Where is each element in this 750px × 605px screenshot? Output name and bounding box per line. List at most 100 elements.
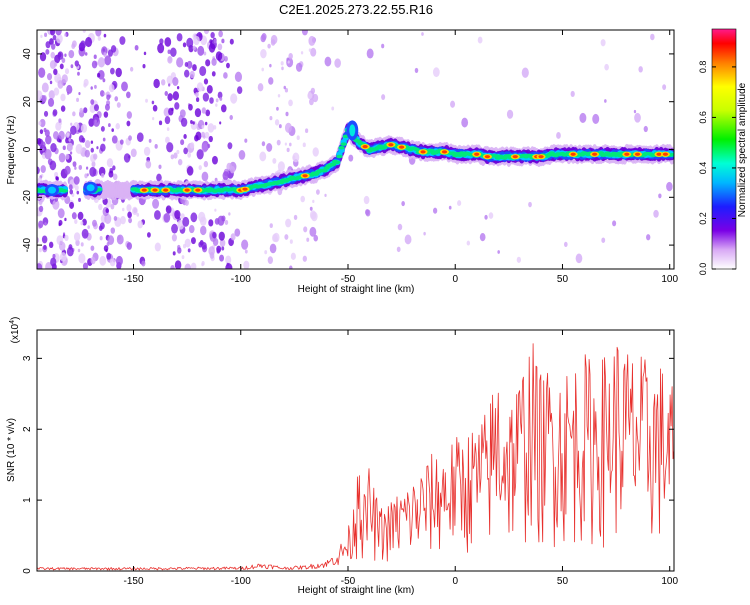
noise-speckle xyxy=(300,51,304,55)
noise-speckle xyxy=(66,84,73,94)
snr-x-tick-label: 0 xyxy=(452,576,458,587)
noise-speckle xyxy=(90,147,94,153)
noise-speckle xyxy=(112,165,116,171)
noise-speckle xyxy=(104,213,112,224)
noise-speckle xyxy=(432,67,440,78)
noise-speckle xyxy=(226,262,229,267)
noise-speckle xyxy=(194,134,199,142)
noise-speckle xyxy=(67,142,74,152)
noise-speckle xyxy=(38,205,44,213)
noise-speckle xyxy=(230,93,238,104)
noise-speckle xyxy=(45,262,53,269)
noise-speckle xyxy=(171,107,174,112)
noise-speckle xyxy=(570,90,575,98)
noise-speckle xyxy=(163,212,171,223)
noise-speckle xyxy=(64,165,71,175)
noise-speckle xyxy=(203,30,210,35)
colorbar-tick-label: 0.4 xyxy=(698,162,708,175)
noise-speckle xyxy=(129,66,134,72)
noise-speckle xyxy=(269,115,273,121)
noise-speckle xyxy=(160,79,166,86)
noise-speckle xyxy=(201,261,205,266)
noise-speckle xyxy=(81,137,86,143)
ridge-segment xyxy=(428,148,435,153)
noise-speckle xyxy=(216,248,221,254)
noise-speckle xyxy=(218,231,225,241)
noise-speckle xyxy=(104,103,110,111)
spectrogram-x-label: Height of straight line (km) xyxy=(298,284,415,295)
noise-speckle xyxy=(207,123,215,133)
ridge-segment xyxy=(95,187,103,192)
noise-speckle xyxy=(270,34,278,45)
noise-speckle xyxy=(152,104,158,112)
noise-speckle xyxy=(244,138,248,143)
noise-speckle xyxy=(108,123,111,128)
noise-speckle xyxy=(104,55,112,66)
noise-speckle xyxy=(90,140,94,144)
noise-speckle xyxy=(106,158,114,168)
noise-speckle xyxy=(288,52,293,60)
noise-speckle xyxy=(221,38,225,44)
noise-speckle xyxy=(292,155,296,160)
spectrogram-y-tick-label: 0 xyxy=(22,146,33,152)
noise-speckle xyxy=(646,234,651,241)
noise-speckle xyxy=(211,58,217,66)
noise-speckle xyxy=(196,82,204,92)
ridge-hot-core xyxy=(441,150,448,154)
ridge-segment xyxy=(413,147,420,152)
noise-speckle xyxy=(43,110,49,117)
noise-speckle xyxy=(42,147,45,152)
noise-speckle xyxy=(151,100,155,105)
noise-speckle xyxy=(224,219,229,226)
noise-speckle xyxy=(98,203,103,211)
noise-speckle xyxy=(37,90,43,101)
noise-speckle xyxy=(80,40,86,49)
noise-speckle xyxy=(183,147,188,155)
noise-speckle xyxy=(93,153,98,160)
noise-speckle xyxy=(41,82,49,93)
spectrogram-y-label: Frequency (Hz) xyxy=(6,116,17,185)
noise-speckle xyxy=(57,80,64,89)
noise-speckle xyxy=(182,243,187,249)
snr-x-tick-label: -100 xyxy=(231,576,251,587)
noise-speckle xyxy=(115,122,120,130)
noise-speckle xyxy=(116,234,124,245)
noise-speckle xyxy=(42,95,47,102)
noise-speckle xyxy=(172,77,179,86)
noise-speckle xyxy=(116,102,121,108)
noise-speckle xyxy=(72,111,76,117)
noise-speckle xyxy=(111,135,118,144)
noise-speckle xyxy=(309,206,313,211)
noise-speckle xyxy=(103,33,107,38)
noise-speckle xyxy=(219,96,223,101)
noise-speckle xyxy=(205,59,211,67)
noise-speckle xyxy=(143,146,151,156)
snr-frame xyxy=(36,329,675,572)
noise-speckle xyxy=(195,97,200,102)
ridge-hot-core xyxy=(195,188,201,192)
noise-speckle xyxy=(516,256,522,263)
ridge-hot-core xyxy=(184,188,190,192)
noise-speckle xyxy=(309,98,314,106)
noise-speckle xyxy=(191,237,196,245)
noise-speckle xyxy=(72,161,77,167)
noise-speckle xyxy=(310,47,317,57)
snr-y-axis: 0 1 2 3 xyxy=(22,355,674,574)
noise-speckle xyxy=(272,232,280,243)
noise-speckle xyxy=(57,208,65,219)
noise-speckle xyxy=(108,84,115,93)
noise-speckle xyxy=(634,112,641,123)
noise-speckle xyxy=(227,142,233,150)
noise-speckle xyxy=(170,264,175,269)
noise-speckle xyxy=(261,33,267,41)
noise-speckle xyxy=(154,242,161,252)
noise-speckle xyxy=(285,111,289,117)
noise-speckle xyxy=(83,107,88,114)
noise-speckle xyxy=(156,173,162,182)
noise-speckle xyxy=(37,263,43,269)
noise-speckle xyxy=(84,140,91,149)
noise-speckle xyxy=(174,102,180,110)
spectrogram-y-axis: -40 -20 0 20 40 xyxy=(22,48,674,252)
noise-speckle xyxy=(82,30,86,33)
noise-speckle xyxy=(59,63,64,70)
